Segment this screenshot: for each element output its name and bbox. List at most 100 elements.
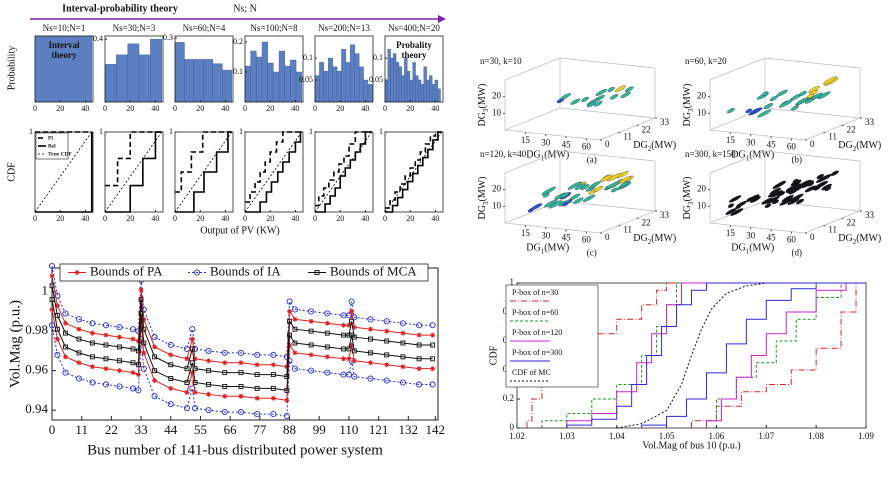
marker — [400, 330, 406, 336]
histogram-bar — [387, 49, 391, 103]
marker — [270, 372, 276, 378]
panel-frame — [104, 131, 164, 213]
cdf-line — [244, 131, 303, 213]
histogram-bar — [384, 79, 388, 103]
marker — [183, 405, 191, 412]
x-tick-label: 20 — [266, 104, 274, 113]
scatter-blob — [599, 174, 613, 182]
marker — [237, 409, 245, 416]
marker — [74, 270, 80, 275]
y-tick-label: 0 — [605, 232, 610, 242]
marker — [284, 397, 290, 403]
scatter-blob — [727, 203, 734, 208]
x-tick-label: 0 — [173, 214, 177, 223]
y-tick-label: 11 — [828, 132, 837, 142]
x-tick-label: 20 — [406, 214, 414, 223]
marker — [348, 298, 355, 305]
histogram-bar — [431, 84, 436, 103]
marker — [349, 308, 355, 314]
histogram-bar — [319, 62, 325, 103]
histogram-bar — [429, 75, 433, 103]
marker — [351, 358, 357, 364]
marker — [222, 383, 228, 389]
legend-label: True CDF — [48, 151, 73, 157]
x-tick-label: 40 — [431, 104, 439, 113]
x-tick-label: 20 — [196, 104, 204, 113]
x-tick-label: 40 — [361, 104, 369, 113]
marker — [346, 322, 352, 328]
box-edge — [764, 107, 861, 119]
marker — [151, 393, 158, 400]
histogram-bar — [212, 63, 223, 103]
axis-label: DG2(MW) — [838, 233, 881, 245]
x-tick-label: 30 — [541, 230, 551, 240]
x-tick-label: 0 — [243, 104, 247, 113]
z-tick-label: 10 — [697, 200, 707, 210]
scatter-blob — [574, 183, 586, 190]
histogram-bar — [415, 75, 419, 103]
axis-label-unit: (MW) — [477, 177, 488, 202]
legend-label: P-box of n=30 — [512, 288, 558, 297]
x-axis-label: Output of PV (KW) — [200, 225, 280, 236]
marker — [400, 354, 406, 360]
marker — [76, 336, 82, 342]
y-tick-label: 0 — [810, 139, 815, 149]
marker — [116, 334, 122, 340]
x-tick-label: 40 — [291, 214, 299, 223]
marker — [429, 322, 436, 329]
marker — [292, 350, 298, 356]
scatter-blob — [772, 182, 784, 189]
cdf-line — [105, 131, 162, 213]
x-tick-label: 99 — [313, 422, 326, 437]
scatter-blob — [822, 76, 838, 85]
legend-label: Pl — [48, 135, 53, 141]
marker — [193, 269, 201, 276]
x-tick-label: 1.05 — [659, 431, 675, 441]
axis-label: DG2(MW) — [838, 140, 881, 152]
marker — [222, 370, 228, 376]
marker — [430, 332, 436, 338]
cdf-line — [384, 131, 443, 213]
panel-label: (d) — [792, 248, 803, 258]
x-tick-label: 55 — [194, 422, 207, 437]
panel-frame — [244, 131, 304, 213]
scatter-blob — [542, 192, 550, 198]
marker — [416, 366, 422, 372]
panel-frame — [384, 35, 444, 103]
histogram-bar — [412, 62, 416, 103]
x-axis-label: Vol.Mag of bus 10 (p.u.) — [642, 440, 740, 451]
marker — [62, 310, 69, 317]
y-tick-label: 0.1 — [233, 67, 243, 76]
marker — [291, 306, 298, 313]
histogram-bar — [104, 64, 117, 103]
axis-label-unit: (MW) — [749, 150, 774, 161]
histogram-bar — [278, 50, 285, 103]
marker — [351, 314, 358, 321]
scatter-blob — [607, 173, 622, 182]
x-tick-label: 20 — [56, 104, 64, 113]
axis-label-main: DG — [731, 150, 745, 161]
marker — [189, 326, 196, 333]
y-tick-label: 33 — [660, 210, 670, 220]
axis-label: DG2(MW) — [633, 140, 676, 152]
marker — [89, 364, 95, 370]
annotation-line: Probality — [396, 40, 432, 50]
y-tick-label: 0.1 — [303, 53, 313, 62]
pbox-bound — [705, 282, 866, 428]
scatter-blob — [562, 202, 569, 207]
marker — [135, 348, 141, 354]
histogram-bar — [345, 62, 351, 103]
y-tick-label: 1 — [309, 127, 313, 136]
marker — [222, 360, 228, 366]
marker — [141, 326, 147, 332]
box-edge — [804, 117, 861, 141]
annotation: Interval theory — [49, 40, 80, 60]
marker — [287, 308, 293, 314]
scatter-blob — [594, 101, 603, 107]
scatter-blob — [735, 204, 742, 209]
y-tick-label: 33 — [865, 117, 875, 127]
box-edge — [709, 129, 806, 141]
axis-label-unit: (MW) — [682, 84, 693, 109]
box-edge — [764, 150, 861, 162]
x-tick-label: 1.08 — [808, 431, 824, 441]
